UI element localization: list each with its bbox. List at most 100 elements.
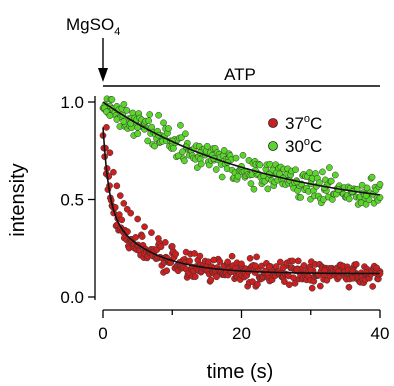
data-point bbox=[108, 96, 116, 103]
atp-annotation: ATP bbox=[103, 65, 380, 87]
data-point bbox=[376, 194, 384, 201]
y-tick-label: 1.0 bbox=[60, 93, 84, 112]
data-point bbox=[238, 260, 245, 268]
data-point bbox=[118, 216, 126, 224]
data-point bbox=[172, 250, 180, 258]
data-point bbox=[182, 248, 190, 256]
data-point bbox=[290, 274, 297, 282]
data-point bbox=[345, 195, 353, 203]
data-point bbox=[113, 116, 121, 123]
data-point bbox=[132, 233, 140, 241]
data-point bbox=[178, 134, 185, 141]
data-point bbox=[168, 242, 176, 250]
data-point bbox=[265, 263, 273, 271]
x-axis-title: time (s) bbox=[207, 361, 274, 383]
data-point bbox=[247, 180, 255, 187]
data-point bbox=[218, 173, 226, 181]
data-point bbox=[175, 152, 182, 160]
data-point bbox=[182, 130, 189, 138]
legend-label-30c: 30oC bbox=[285, 136, 322, 156]
data-point bbox=[326, 164, 333, 171]
legend-entry-30c: 30oC bbox=[268, 136, 322, 156]
data-point bbox=[228, 252, 236, 260]
y-tick-label: 0.5 bbox=[60, 191, 84, 210]
data-point bbox=[307, 266, 315, 274]
data-point bbox=[155, 111, 162, 119]
data-point bbox=[146, 111, 154, 118]
y-tick-label: 0.0 bbox=[60, 288, 84, 307]
data-point bbox=[120, 100, 128, 108]
data-point bbox=[144, 137, 152, 145]
data-point bbox=[141, 223, 148, 231]
data-point bbox=[279, 264, 287, 272]
data-point bbox=[113, 182, 121, 190]
x-ticks: 0 20 40 bbox=[98, 310, 389, 343]
data-point bbox=[331, 171, 339, 179]
data-point bbox=[106, 112, 114, 120]
data-point bbox=[352, 260, 360, 268]
data-point bbox=[110, 168, 117, 176]
data-point bbox=[289, 257, 296, 265]
data-point bbox=[369, 283, 376, 290]
data-point bbox=[127, 209, 135, 217]
y-ticks: 0.0 0.5 1.0 bbox=[60, 93, 95, 307]
data-point bbox=[148, 229, 155, 236]
data-point bbox=[177, 121, 184, 129]
data-point bbox=[157, 243, 165, 251]
data-point bbox=[163, 267, 171, 275]
data-point bbox=[266, 160, 274, 168]
data-point bbox=[212, 166, 220, 173]
data-point bbox=[207, 276, 215, 284]
data-point bbox=[297, 194, 304, 201]
x-tick-label: 20 bbox=[232, 324, 251, 343]
data-point bbox=[213, 273, 220, 281]
data-point bbox=[186, 257, 193, 265]
data-point bbox=[134, 215, 141, 223]
data-point bbox=[134, 130, 142, 138]
data-point bbox=[138, 233, 146, 240]
data-point bbox=[106, 149, 114, 157]
data-points bbox=[99, 95, 384, 292]
data-point bbox=[181, 157, 188, 165]
legend-entry-37c: 37oC bbox=[268, 113, 322, 133]
data-point bbox=[252, 262, 259, 270]
data-point bbox=[264, 185, 272, 193]
data-point bbox=[293, 266, 301, 274]
data-point bbox=[376, 180, 384, 188]
data-point bbox=[253, 253, 260, 261]
data-point bbox=[276, 258, 284, 266]
data-point bbox=[362, 269, 370, 276]
data-point bbox=[120, 200, 128, 207]
data-point bbox=[145, 117, 153, 125]
fit-curves bbox=[102, 101, 381, 275]
data-point bbox=[155, 235, 162, 242]
atp-label: ATP bbox=[224, 65, 256, 84]
data-point bbox=[308, 284, 316, 292]
data-point bbox=[232, 154, 240, 162]
data-point bbox=[120, 118, 128, 125]
data-point bbox=[210, 256, 218, 264]
data-point bbox=[161, 239, 169, 246]
data-point bbox=[246, 255, 254, 262]
legend-swatch-37c bbox=[268, 118, 278, 128]
data-point bbox=[281, 278, 288, 286]
data-point bbox=[368, 173, 376, 181]
mgso4-arrow-head bbox=[98, 68, 108, 82]
data-point bbox=[363, 184, 371, 192]
data-point bbox=[103, 124, 110, 131]
data-point bbox=[224, 258, 231, 266]
y-axis-title: intensity bbox=[7, 163, 29, 236]
mgso4-annotation: MgSO4 bbox=[66, 15, 120, 82]
data-point bbox=[165, 125, 172, 132]
data-point bbox=[123, 107, 131, 114]
data-point bbox=[250, 185, 258, 193]
data-point bbox=[151, 142, 158, 150]
data-point bbox=[294, 257, 302, 265]
data-point bbox=[317, 282, 324, 290]
data-point bbox=[328, 177, 335, 185]
mgso4-label: MgSO4 bbox=[66, 15, 120, 38]
data-point bbox=[203, 142, 211, 150]
legend-label-37c: 37oC bbox=[285, 113, 322, 133]
data-point bbox=[191, 273, 199, 281]
